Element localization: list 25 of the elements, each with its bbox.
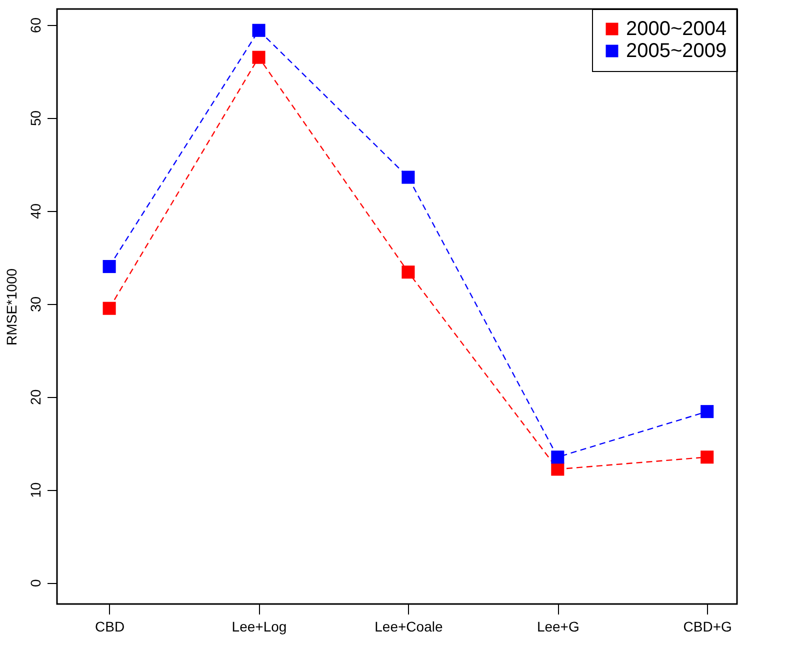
y-tick-label: 60 [28, 17, 44, 34]
point [700, 405, 714, 418]
y-tick-label: 10 [28, 482, 44, 498]
point [402, 266, 415, 279]
x-tick-label: Lee+Log [232, 618, 287, 634]
point [252, 50, 266, 64]
point [102, 260, 116, 274]
x-tick-label: CBD [95, 618, 125, 634]
point [700, 450, 714, 464]
point [102, 302, 116, 315]
y-tick-label: 30 [28, 296, 44, 312]
y-axis-title: RMSE*1000 [4, 268, 20, 346]
point [551, 450, 564, 464]
point [402, 170, 415, 184]
legend-label: 2000~2004 [626, 18, 727, 40]
point [551, 462, 564, 476]
point [252, 24, 266, 37]
x-tick-label: CBD+G [683, 618, 732, 634]
x-tick-label: Lee+G [536, 618, 580, 634]
x-tick-label: Lee+Coale [374, 618, 443, 634]
y-tick-label: 40 [28, 203, 44, 220]
y-tick-label: 20 [28, 389, 44, 405]
y-tick-label: 0 [28, 579, 44, 588]
legend-label: 2005~2009 [626, 40, 727, 62]
y-tick-label: 50 [28, 110, 44, 126]
